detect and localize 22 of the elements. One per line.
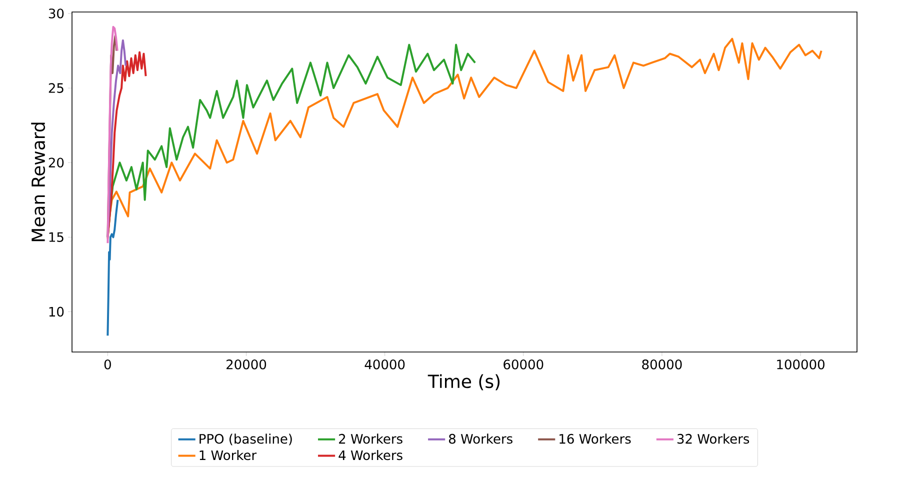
y-axis-title: Mean Reward — [31, 122, 46, 242]
y-tick-label: 25 — [48, 83, 64, 93]
x-tick-label: 0 — [104, 360, 111, 370]
legend-label: 16 Workers — [560, 434, 631, 444]
legend-label: 4 Workers — [338, 450, 402, 460]
x-axis-title: Time (s) — [428, 374, 500, 390]
line-series — [106, 198, 119, 337]
legend-label: PPO (baseline) — [200, 434, 292, 446]
legend-label: 2 Workers — [339, 434, 402, 444]
x-tick-label: 20000 — [226, 360, 266, 370]
y-tick-label: 30 — [48, 8, 64, 18]
y-tick-label: 10 — [49, 306, 64, 317]
x-tick-label: 100000 — [777, 360, 824, 370]
x-tick-label: 60000 — [504, 360, 544, 370]
line-series — [106, 38, 822, 240]
legend-label: 8 Workers — [448, 434, 512, 444]
x-tick-label: 40000 — [364, 360, 405, 370]
y-tick-label: 15 — [49, 232, 64, 242]
legend-label: 1 Worker — [200, 450, 257, 460]
y-tick-label: 20 — [48, 158, 64, 168]
legend-label: 32 Workers — [677, 434, 750, 444]
x-tick-label: 80000 — [642, 360, 682, 370]
